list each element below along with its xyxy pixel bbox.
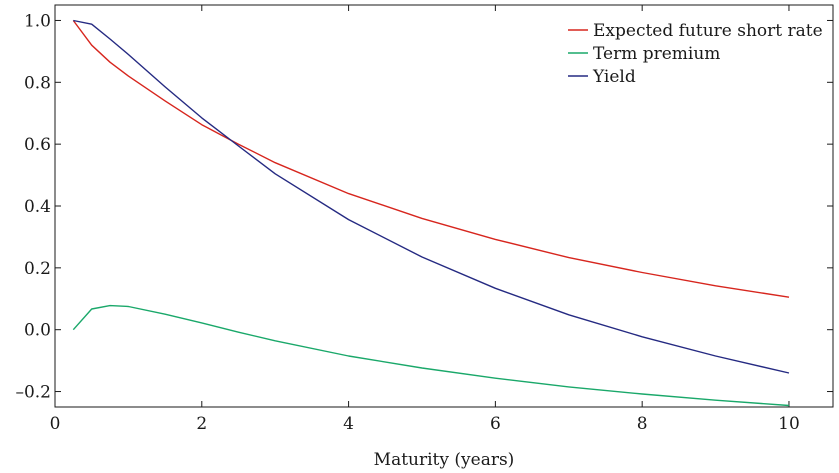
legend-label: Yield	[592, 67, 636, 87]
y-tick-label: 0.0	[24, 321, 51, 341]
y-tick-label: 1.0	[24, 11, 51, 31]
x-tick-label: 4	[343, 414, 354, 434]
x-axis: 0 2 4 6 8 10	[50, 5, 800, 434]
series-line	[73, 19, 790, 374]
x-tick-label: 10	[778, 414, 800, 434]
x-axis-title: Maturity (years)	[374, 450, 515, 470]
legend-label: Expected future short rate	[593, 21, 823, 41]
y-tick-label: 0.4	[24, 197, 51, 217]
series-line	[72, 304, 790, 407]
legend-label: Term premium	[593, 44, 720, 64]
x-tick-label: 6	[490, 414, 501, 434]
series-layer	[72, 19, 790, 407]
x-tick-label: 8	[637, 414, 648, 434]
y-tick-label: 0.2	[24, 259, 51, 279]
y-tick-label: 0.8	[24, 73, 51, 93]
y-tick-label: –0.2	[15, 383, 51, 403]
y-tick-label: 0.6	[24, 135, 51, 155]
series-line	[72, 20, 790, 298]
legend: Expected future short rate Term premium Yi…	[568, 21, 823, 87]
y-axis: –0.2 0.0 0.2 0.4 0.6 0.8 1.0	[15, 11, 833, 403]
x-tick-label: 0	[50, 414, 61, 434]
plot-frame	[54, 4, 834, 408]
x-tick-label: 2	[196, 414, 207, 434]
